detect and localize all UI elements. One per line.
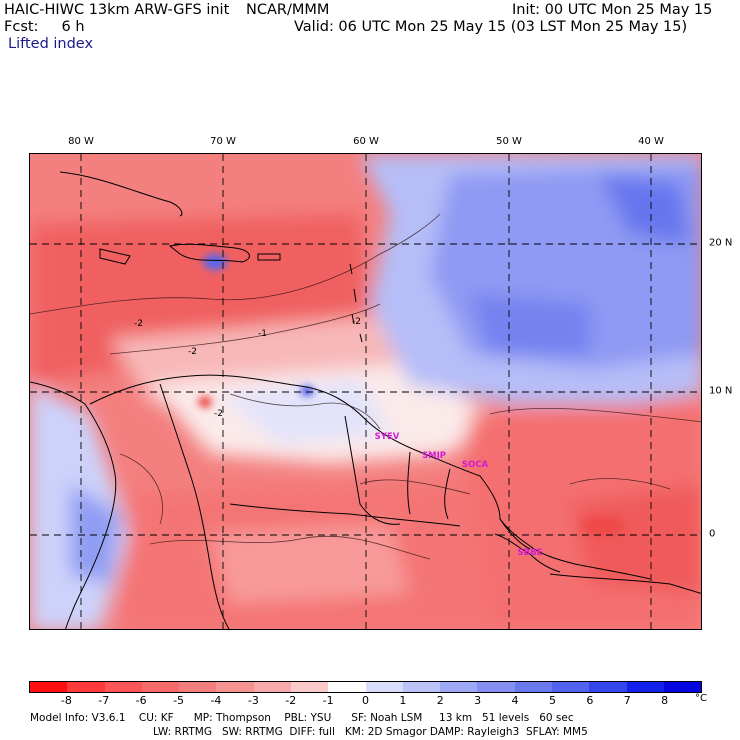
colorbar-unit: °C	[695, 693, 707, 704]
colorbar-cell	[216, 682, 254, 692]
lon-label: 70 W	[210, 136, 236, 147]
colorbar	[29, 681, 702, 693]
colorbar-cell	[477, 682, 515, 692]
model-info-line1: Model Info: V3.6.1 CU: KF MP: Thompson P…	[30, 712, 574, 724]
colorbar-cell	[402, 682, 441, 692]
contours	[30, 213, 701, 560]
org-label: NCAR/MMM	[246, 2, 330, 18]
colorbar-tick: 2	[436, 694, 444, 707]
colorbar-cell	[589, 682, 627, 692]
contour-label: -1	[258, 329, 267, 339]
field-negative-mid	[570, 484, 701, 594]
model-title: HAIC-HIWC 13km ARW-GFS init	[4, 2, 230, 18]
colorbar-cell	[290, 682, 329, 692]
field-positive-mid	[470, 294, 590, 354]
map-panel[interactable]: -2 -2 -1 -2 -2	[29, 153, 702, 630]
site-label-sbbe: SBBE	[517, 548, 543, 558]
colorbar-tick: 0	[362, 694, 369, 707]
colorbar-tick: 6	[586, 694, 594, 707]
colorbar-cell	[440, 682, 478, 692]
contour-label: -2	[188, 347, 197, 357]
init-time: Init: 00 UTC Mon 25 May 15	[512, 2, 713, 18]
colorbar-cell	[514, 682, 552, 692]
field-negative-light	[210, 524, 410, 604]
contour-label: -2	[134, 319, 143, 329]
colorbar-cell	[179, 682, 217, 692]
colorbar-tick: 1	[399, 694, 407, 707]
colorbar-tick: -5	[173, 694, 185, 707]
lat-label: 20 N	[709, 237, 733, 249]
colorbar-cell	[30, 682, 68, 692]
coastlines	[30, 171, 701, 629]
field-positive-spot	[301, 387, 313, 395]
field-negative-spot	[198, 396, 212, 408]
site-label-soca: SOCA	[461, 460, 489, 470]
site-label-syev: SYEV	[374, 432, 400, 442]
colorbar-tick: -8	[60, 694, 72, 707]
contour-label: -2	[352, 317, 361, 327]
colorbar-tick: -6	[135, 694, 147, 707]
lifted-index-field: -2 -2 -1 -2 -2	[30, 154, 701, 629]
valid-time: Valid: 06 UTC Mon 25 May 15 (03 LST Mon …	[294, 19, 688, 35]
colorbar-cell	[626, 682, 664, 692]
field-negative-spot	[581, 516, 625, 536]
colorbar-tick: -4	[210, 694, 222, 707]
colorbar-tick: -2	[285, 694, 297, 707]
model-info-line2: LW: RRTMG SW: RRTMG DIFF: full KM: 2D Sm…	[153, 726, 588, 738]
lat-label: 0	[709, 528, 716, 540]
colorbar-tick: -1	[322, 694, 334, 707]
field-name: Lifted index	[8, 36, 94, 52]
field-positive-mid	[600, 174, 690, 244]
colorbar-cell	[663, 682, 702, 692]
forecast-hour: Fcst: 6 h	[4, 19, 85, 35]
colorbar-tick: 8	[661, 694, 669, 707]
colorbar-tick: 4	[511, 694, 519, 707]
graticule	[30, 154, 701, 629]
colorbar-cell	[328, 682, 366, 692]
colorbar-cell	[365, 682, 403, 692]
field-positive-mid	[70, 484, 120, 584]
colorbar-cell	[67, 682, 105, 692]
colorbar-tick: -7	[98, 694, 110, 707]
colorbar-cell	[551, 682, 590, 692]
colorbar-tick: -3	[247, 694, 259, 707]
colorbar-cell	[104, 682, 142, 692]
colorbar-cell	[253, 682, 291, 692]
lon-label: 40 W	[638, 136, 664, 147]
contour-label: -2	[214, 409, 223, 419]
colorbar-tick: 3	[474, 694, 482, 707]
lon-label: 50 W	[496, 136, 522, 147]
field-positive-spot	[203, 254, 227, 270]
lon-label: 80 W	[68, 136, 94, 147]
lat-label: 10 N	[709, 385, 733, 397]
colorbar-cell	[141, 682, 180, 692]
colorbar-tick: 5	[548, 694, 556, 707]
colorbar-tick: 7	[623, 694, 631, 707]
lon-label: 60 W	[353, 136, 379, 147]
site-label-smjp: SMJP	[422, 451, 446, 461]
